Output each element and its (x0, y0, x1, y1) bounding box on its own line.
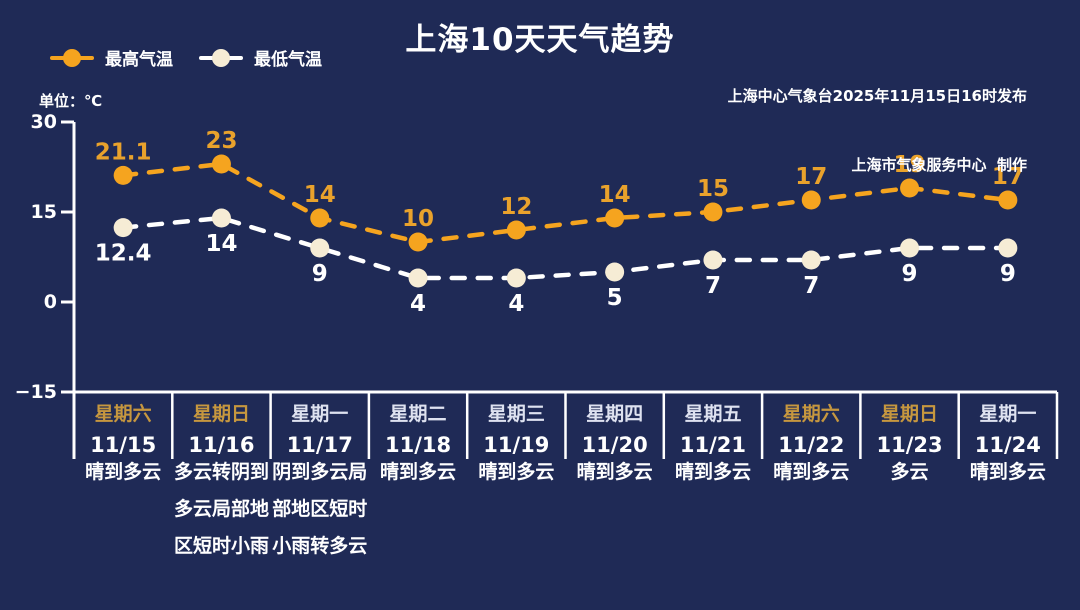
unit-label: 单位：℃ (39, 92, 103, 110)
low-temp-value-label: 7 (705, 273, 721, 299)
date-label: 11/22 (778, 433, 844, 457)
date-label: 11/17 (287, 433, 353, 457)
date-label: 11/16 (188, 433, 254, 457)
low-temp-value-label: 4 (508, 291, 524, 317)
high-temp-value-label: 21.1 (95, 139, 152, 165)
legend-item-low-temp: 最低气温 (199, 45, 322, 70)
source-line-1: 上海中心气象台2025年11月15日16时发布 (727, 87, 1027, 105)
weather-label: 区短时小雨 (174, 534, 269, 557)
high-temp-point (506, 220, 526, 240)
high-temp-line (120, 161, 1011, 245)
weekday-label: 星期日 (881, 403, 938, 425)
source-line-2: 上海市气象服务中心 制作 (851, 156, 1027, 174)
weather-label: 部地区短时 (272, 497, 367, 520)
source-info: 上海中心气象台2025年11月15日16时发布 上海市气象服务中心 制作 (728, 39, 1027, 223)
weather-label: 多云局部地 (174, 497, 269, 520)
high-temp-point (113, 165, 133, 185)
low-temp-line (120, 215, 1011, 281)
weekday-label: 星期二 (390, 403, 447, 425)
weather-label: 晴到多云 (675, 460, 751, 483)
high-temp-legend-label: 最高气温 (105, 50, 173, 70)
legend: 最高气温 最低气温 (50, 45, 322, 70)
weekday-label: 星期日 (193, 403, 250, 425)
weekday-label: 星期四 (586, 403, 643, 425)
low-temp-legend-label: 最低气温 (254, 50, 322, 70)
high-temp-value-label: 14 (599, 182, 631, 208)
low-temp-value-label: 4 (410, 291, 426, 317)
weather-label: 晴到多云 (773, 460, 849, 483)
low-temp-point (801, 250, 821, 270)
date-label: 11/19 (483, 433, 549, 457)
y-axis-tick-label: −15 (15, 381, 57, 403)
high-temp-point (703, 202, 723, 222)
high-temp-value-label: 10 (402, 206, 434, 232)
weather-label: 晴到多云 (970, 460, 1046, 483)
weather-label: 晴到多云 (85, 460, 161, 483)
weather-label: 多云转阴到 (174, 460, 269, 483)
high-temp-point (211, 154, 231, 174)
y-axis-tick-label: 30 (31, 111, 57, 133)
high-temp-point (998, 190, 1018, 210)
low-temp-legend-dot (212, 48, 230, 67)
low-temp-value-label: 9 (1000, 261, 1016, 287)
high-temp-value-label: 17 (795, 164, 827, 190)
low-temp-value-label: 14 (205, 231, 237, 257)
y-axis-tick-label: 0 (44, 291, 57, 313)
high-temp-point (408, 232, 428, 252)
high-temp-point (801, 190, 821, 210)
high-temp-value-label: 15 (697, 176, 729, 202)
y-axis-tick-label: 15 (31, 201, 57, 223)
high-temp-value-label: 19 (894, 152, 926, 178)
low-temp-point (211, 208, 231, 228)
weekday-label: 星期一 (291, 403, 348, 425)
high-temp-value-label: 23 (205, 128, 237, 154)
weekday-label: 星期一 (979, 403, 1036, 425)
date-label: 11/24 (975, 433, 1041, 457)
low-temp-point (113, 218, 133, 238)
weekday-label: 星期五 (684, 403, 741, 425)
weather-label: 晴到多云 (577, 460, 653, 483)
date-label: 11/20 (582, 433, 648, 457)
low-temp-point (310, 238, 330, 258)
legend-item-high-temp: 最高气温 (50, 45, 173, 70)
weekday-label: 星期三 (488, 403, 545, 425)
low-temp-value-label: 9 (902, 261, 918, 287)
date-label: 11/15 (90, 433, 156, 457)
high-temp-value-label: 17 (992, 164, 1024, 190)
weather-label: 阴到多云局 (272, 460, 367, 483)
date-label: 11/18 (385, 433, 451, 457)
date-label: 11/21 (680, 433, 746, 457)
high-temp-legend-icon (50, 48, 94, 67)
high-temp-point (310, 208, 330, 228)
weather-label: 小雨转多云 (272, 534, 367, 557)
low-temp-value-label: 7 (803, 273, 819, 299)
low-temp-legend-icon (199, 48, 243, 67)
high-temp-point (605, 208, 625, 228)
weekday-label: 星期六 (783, 402, 840, 425)
high-temp-value-label: 14 (304, 182, 336, 208)
low-temp-value-label: 9 (312, 261, 328, 287)
page-title: 上海10天天气趋势 (405, 22, 675, 58)
weather-label: 晴到多云 (478, 460, 554, 483)
high-temp-value-label: 12 (500, 194, 532, 220)
low-temp-point (703, 250, 723, 270)
low-temp-point (998, 238, 1018, 258)
high-temp-point (900, 178, 920, 198)
date-label: 11/23 (876, 433, 942, 457)
low-temp-point (605, 262, 625, 282)
low-temp-point (900, 238, 920, 258)
weather-label: 晴到多云 (380, 460, 456, 483)
high-temp-legend-dot (63, 48, 81, 67)
weekday-label: 星期六 (95, 402, 152, 425)
weather-label: 多云 (891, 460, 929, 483)
low-temp-point (506, 268, 526, 288)
low-temp-value-label: 5 (607, 285, 623, 311)
low-temp-value-label: 12.4 (95, 241, 152, 267)
low-temp-point (408, 268, 428, 288)
